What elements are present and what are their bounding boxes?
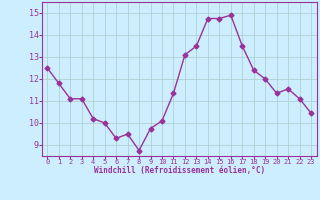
X-axis label: Windchill (Refroidissement éolien,°C): Windchill (Refroidissement éolien,°C) — [94, 166, 265, 175]
